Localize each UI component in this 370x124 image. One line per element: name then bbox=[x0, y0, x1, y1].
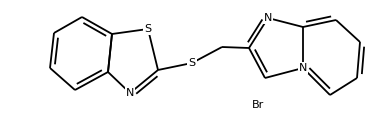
Text: N: N bbox=[264, 13, 272, 23]
Text: N: N bbox=[299, 63, 307, 73]
Text: Br: Br bbox=[252, 100, 264, 110]
Text: S: S bbox=[144, 24, 152, 34]
Text: S: S bbox=[188, 58, 196, 68]
Text: N: N bbox=[126, 88, 134, 98]
